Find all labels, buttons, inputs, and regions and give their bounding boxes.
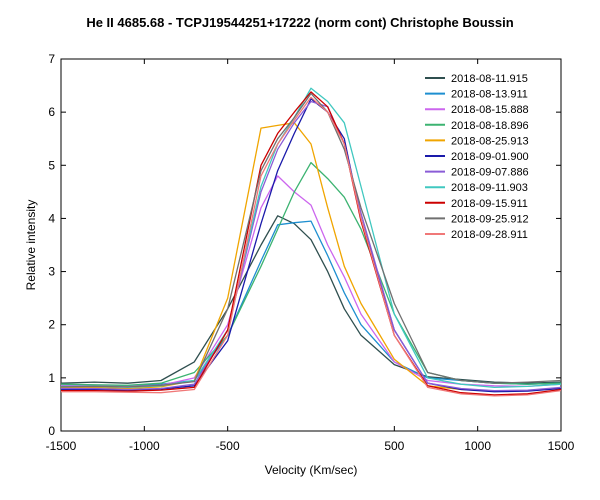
y-tick-label-7: 7 — [48, 52, 55, 66]
axis-ticks: 0 1 2 3 4 5 6 7 -1500 -1000 -500 500 1000 1500 — [46, 52, 575, 453]
series-line-2018-09-15.911 — [61, 91, 562, 396]
y-axis-label: Relative intensity — [24, 200, 38, 291]
chart-title: He II 4685.68 - TCPJ19544251+17222 (norm… — [86, 15, 513, 30]
x-tick-label-4: 1000 — [464, 439, 491, 453]
series-line-2018-09-25.912 — [60, 92, 562, 388]
y-tick-label-0: 0 — [48, 424, 55, 438]
series-line-2018-08-11.915 — [60, 215, 562, 384]
y-tick-label-3: 3 — [48, 265, 55, 279]
legend-label-2018-09-11.903: 2018-09-11.903 — [451, 182, 528, 194]
x-tick-label-5: 1500 — [548, 439, 575, 453]
x-axis-label: Velocity (Km/sec) — [265, 463, 358, 477]
legend-label-2018-08-13.911: 2018-08-13.911 — [451, 89, 528, 101]
y-tick-label-4: 4 — [48, 211, 55, 225]
y-tick-label-2: 2 — [48, 318, 55, 332]
series-lines — [60, 87, 562, 397]
legend-label-2018-09-07.886: 2018-09-07.886 — [451, 167, 529, 179]
legend-label-2018-09-01.900: 2018-09-01.900 — [451, 151, 529, 163]
y-tick-label-6: 6 — [48, 105, 55, 119]
series-line-2018-09-07.886 — [61, 100, 562, 392]
x-tick-label-3: 500 — [384, 439, 404, 453]
y-tick-label-1: 1 — [48, 371, 55, 385]
legend-label-2018-09-28.911: 2018-09-28.911 — [451, 229, 528, 241]
legend-label-2018-09-25.912: 2018-09-25.912 — [451, 213, 529, 225]
x-tick-label-2: -500 — [216, 439, 240, 453]
legend-label-2018-09-15.911: 2018-09-15.911 — [451, 198, 528, 210]
legend-label-2018-08-25.913: 2018-08-25.913 — [451, 135, 529, 147]
legend-label-2018-08-18.896: 2018-08-18.896 — [451, 120, 529, 132]
series-line-2018-09-28.911 — [61, 96, 562, 397]
legend-label-2018-08-15.888: 2018-08-15.888 — [451, 104, 529, 116]
plot-area — [60, 58, 562, 432]
x-tick-label-1: -1000 — [129, 439, 160, 453]
legend: 2018-08-11.915 2018-08-13.911 2018-08-15.8… — [425, 73, 529, 241]
legend-label-2018-08-11.915: 2018-08-11.915 — [451, 73, 528, 85]
x-tick-label-0: -1500 — [46, 439, 77, 453]
y-tick-label-5: 5 — [48, 158, 55, 172]
